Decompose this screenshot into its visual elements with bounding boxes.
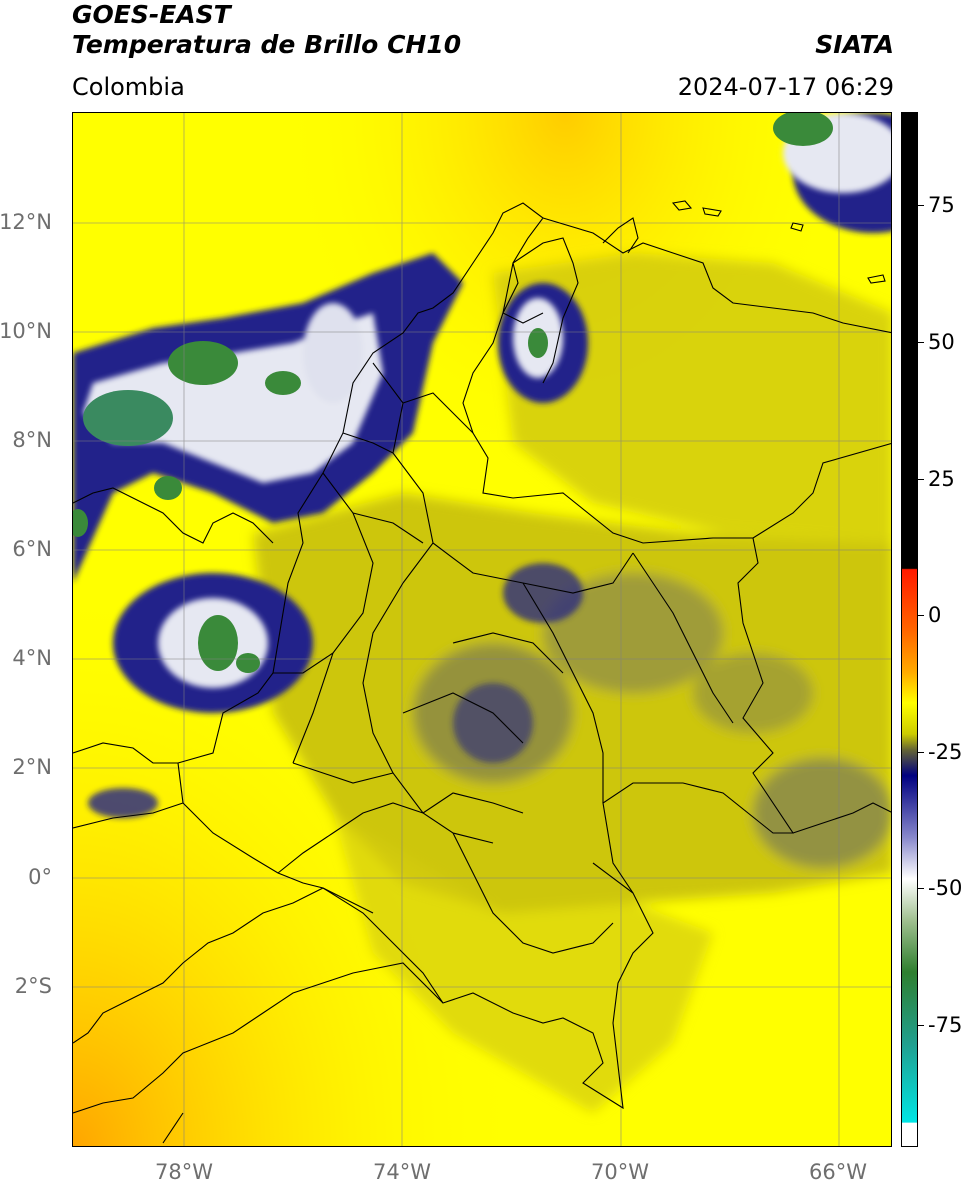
cold-cloud-tops xyxy=(83,113,891,688)
colorbar-tick xyxy=(918,342,924,343)
colorbar-tick xyxy=(918,479,924,480)
product-title: Temperatura de Brillo CH10 xyxy=(72,30,462,59)
political-boundaries xyxy=(73,200,891,1144)
latitude-label: 12°N xyxy=(0,210,52,234)
colorbar-tick xyxy=(918,888,924,889)
title-block: GOES-EAST Temperatura de Brillo CH10 Col… xyxy=(72,0,894,106)
longitude-label: 74°W xyxy=(373,1160,431,1184)
colorbar-label: -25 xyxy=(928,740,963,764)
colorbar-gradient xyxy=(902,113,917,1146)
colorbar-tick xyxy=(918,205,924,206)
latitude-label: 0° xyxy=(28,865,52,889)
longitude-label: 70°W xyxy=(591,1160,649,1184)
latitude-label: 10°N xyxy=(0,319,52,343)
map-canvas xyxy=(73,113,891,1146)
temperature-colorbar xyxy=(901,112,918,1147)
colorbar-tick xyxy=(918,1025,924,1026)
colorbar-label: 50 xyxy=(928,330,955,354)
organization-label: SIATA xyxy=(815,30,894,59)
coldest-cloud-cores xyxy=(73,113,833,673)
region-label: Colombia xyxy=(72,73,185,101)
colorbar-label: 0 xyxy=(928,603,942,627)
colorbar-tick xyxy=(918,615,924,616)
colorbar-label: -75 xyxy=(928,1013,963,1037)
colorbar-tick xyxy=(918,752,924,753)
colorbar-label: -50 xyxy=(928,876,963,900)
longitude-label: 66°W xyxy=(809,1160,867,1184)
brightness-temperature-map xyxy=(72,112,892,1147)
satellite-title: GOES-EAST xyxy=(72,0,231,29)
datetime-label: 2024-07-17 06:29 xyxy=(677,73,894,101)
latitude-label: 8°N xyxy=(12,428,52,452)
colorbar-label: 25 xyxy=(928,467,955,491)
latitude-label: 2°N xyxy=(12,755,52,779)
low-cloud-field xyxy=(253,253,891,1113)
colorbar-label: 75 xyxy=(928,193,955,217)
latitude-label: 4°N xyxy=(12,646,52,670)
latitude-label: 2°S xyxy=(14,974,52,998)
latitude-label: 6°N xyxy=(12,537,52,561)
longitude-label: 78°W xyxy=(155,1160,213,1184)
graticule xyxy=(73,113,891,1146)
